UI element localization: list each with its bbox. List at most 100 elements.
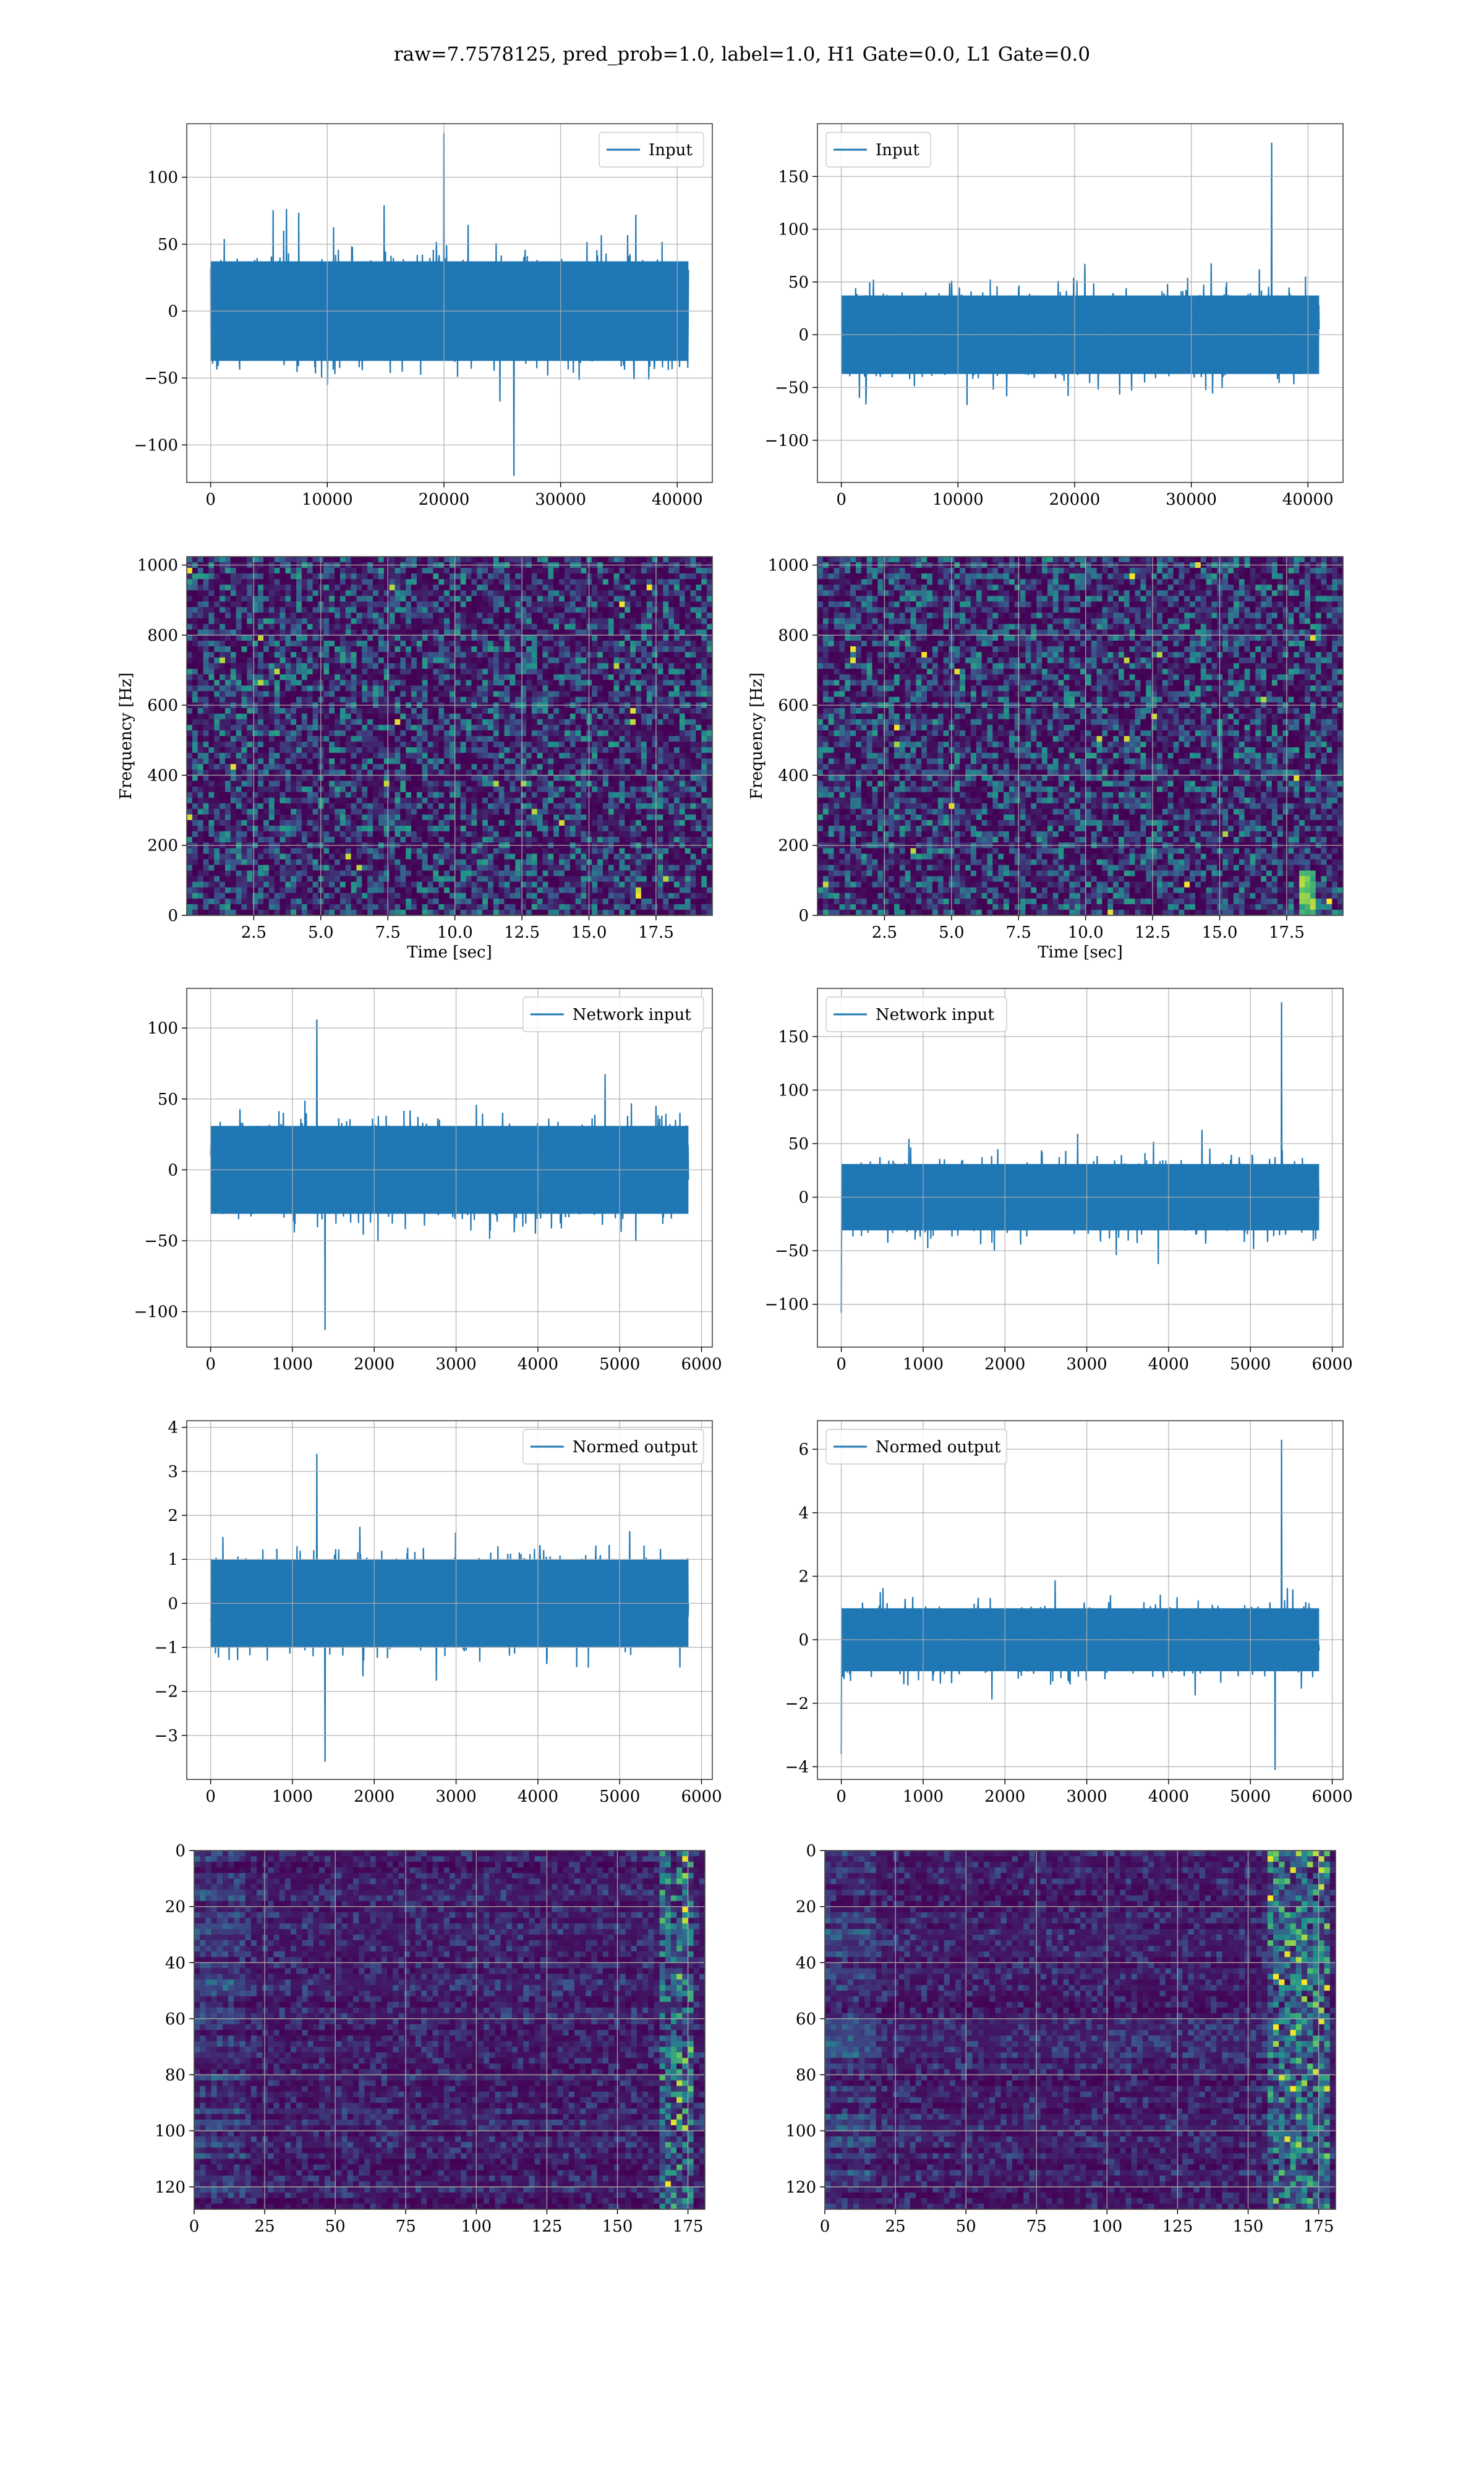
x-axis-label: Time [sec] — [1038, 943, 1123, 962]
legend: Normed output — [522, 1429, 704, 1465]
x-tick-label: 1000 — [903, 1355, 944, 1374]
x-tick-label: 100 — [461, 2217, 492, 2236]
axes-frame — [194, 1850, 706, 2210]
y-tick-label: 80 — [796, 2066, 816, 2085]
legend-label: Network input — [876, 1006, 994, 1024]
x-tick-label: 0 — [205, 1787, 216, 1806]
x-tick-label: 3000 — [1066, 1355, 1107, 1374]
legend-label: Input — [876, 141, 919, 160]
y-tick-label: 600 — [147, 696, 178, 715]
y-tick-label: 1 — [168, 1551, 178, 1569]
y-tick-label: 0 — [798, 1189, 809, 1207]
x-tick-label: 7.5 — [375, 923, 401, 942]
y-tick-label: 0 — [798, 907, 809, 925]
x-tick-label: 175 — [673, 2217, 704, 2236]
x-tick-label: 75 — [1026, 2217, 1047, 2236]
grid — [817, 124, 1343, 482]
x-tick-label: 125 — [532, 2217, 563, 2236]
x-tick-label: 6000 — [681, 1787, 722, 1806]
y-tick-label: −50 — [144, 1232, 178, 1251]
grid — [817, 988, 1343, 1347]
x-tick-label: 20000 — [419, 490, 470, 509]
x-tick-label: 30000 — [535, 490, 586, 509]
y-tick-label: 50 — [788, 1135, 809, 1154]
x-tick-label: 25 — [885, 2217, 906, 2236]
x-tick-label: 2000 — [984, 1787, 1025, 1806]
y-tick-label: −3 — [155, 1727, 178, 1745]
x-tick-label: 10.0 — [1068, 923, 1104, 942]
y-tick-label: 100 — [147, 169, 178, 187]
subplot-4: 2.5 5.0 7.5 10.0 12.5 15.0 17.5 0 200 400 600 800 10… — [748, 556, 1344, 962]
y-tick-label: 20 — [796, 1898, 816, 1917]
y-tick-label: 20 — [165, 1898, 186, 1917]
subplot-1: 0 10000 20000 30000 40000 −100 −50 0 50 100 Input — [134, 123, 713, 509]
y-tick-label: −50 — [775, 1242, 809, 1261]
y-tick-label: 120 — [155, 2178, 186, 2197]
y-tick-label: 40 — [796, 1954, 816, 1972]
x-tick-label: 1000 — [272, 1355, 313, 1374]
x-tick-label: 2000 — [354, 1787, 394, 1806]
signal-line — [840, 1002, 1320, 1313]
axes-frame — [817, 123, 1344, 483]
x-tick-label: 2.5 — [872, 923, 897, 942]
x-tick-label: 12.5 — [504, 923, 540, 942]
x-tick-label: 0 — [820, 2217, 830, 2236]
x-tick-label: 100 — [1092, 2217, 1123, 2236]
x-tick-label: 10000 — [932, 490, 984, 509]
x-tick-label: 15.0 — [571, 923, 607, 942]
subplot-2: 0 10000 20000 30000 40000 −100 −50 0 50 100 150 Inp… — [765, 123, 1344, 509]
x-tick-label: 4000 — [1148, 1355, 1189, 1374]
y-axis-label: Frequency [Hz] — [748, 672, 766, 800]
x-tick-label: 12.5 — [1135, 923, 1171, 942]
subplot-10: 0 25 50 75 100 125 150 175 0 20 40 60 80 100 120 — [785, 1842, 1336, 2236]
y-tick-label: −2 — [155, 1683, 178, 1701]
x-tick-label: 5000 — [599, 1787, 640, 1806]
x-tick-label: 7.5 — [1006, 923, 1031, 942]
y-tick-label: 400 — [147, 766, 178, 785]
axes-frame — [817, 1420, 1344, 1780]
y-tick-label: 6 — [798, 1440, 809, 1459]
y-tick-label: 100 — [778, 221, 809, 239]
y-tick-label: 2 — [168, 1507, 178, 1525]
x-tick-label: 25 — [255, 2217, 275, 2236]
y-tick-label: 2 — [798, 1568, 809, 1586]
x-tick-label: 6000 — [1311, 1355, 1352, 1374]
y-tick-label: 200 — [147, 837, 178, 855]
x-tick-label: 5000 — [1230, 1787, 1271, 1806]
y-tick-label: 60 — [165, 2010, 186, 2029]
x-tick-label: 150 — [1233, 2217, 1264, 2236]
x-tick-label: 5.0 — [939, 923, 964, 942]
y-tick-label: 80 — [165, 2066, 186, 2085]
signal-line — [210, 1019, 689, 1330]
legend: Input — [599, 132, 704, 168]
x-tick-label: 3000 — [435, 1787, 476, 1806]
subplot-7: 0 1000 2000 3000 4000 5000 6000 −3 −2 −1 0 1 2 3 4 Norm… — [155, 1419, 722, 1806]
x-tick-label: 0 — [836, 490, 846, 509]
signal-line — [210, 1453, 689, 1762]
y-tick-label: 0 — [175, 1842, 186, 1860]
legend: Input — [825, 132, 931, 168]
y-tick-label: 4 — [168, 1419, 178, 1437]
subplot-5: 0 1000 2000 3000 4000 5000 6000 −100 −50 0 50 100 Ne… — [134, 988, 722, 1374]
y-tick-label: 60 — [796, 2010, 816, 2029]
legend-label: Normed output — [876, 1438, 1001, 1457]
x-tick-label: 150 — [602, 2217, 633, 2236]
x-tick-label: 0 — [189, 2217, 200, 2236]
signal-line — [840, 142, 1320, 405]
x-tick-label: 4000 — [1148, 1787, 1189, 1806]
x-tick-label: 40000 — [1282, 490, 1334, 509]
legend-label: Normed output — [573, 1438, 698, 1457]
axes-frame — [817, 988, 1344, 1348]
legend: Network input — [522, 996, 704, 1032]
subplot-6: 0 1000 2000 3000 4000 5000 6000 −100 −50 0 50 100 15… — [765, 988, 1353, 1374]
y-tick-label: 0 — [168, 1594, 178, 1613]
x-tick-label: 2000 — [984, 1355, 1025, 1374]
y-tick-label: −1 — [155, 1639, 178, 1658]
axes-frame — [186, 556, 713, 916]
figure-title: raw=7.7578125, pred_prob=1.0, label=1.0,… — [0, 43, 1484, 66]
y-tick-label: −100 — [765, 432, 809, 450]
y-tick-label: 100 — [147, 1019, 178, 1038]
legend-label: Input — [649, 141, 693, 160]
signal-line — [840, 1439, 1320, 1770]
x-tick-label: 50 — [325, 2217, 346, 2236]
